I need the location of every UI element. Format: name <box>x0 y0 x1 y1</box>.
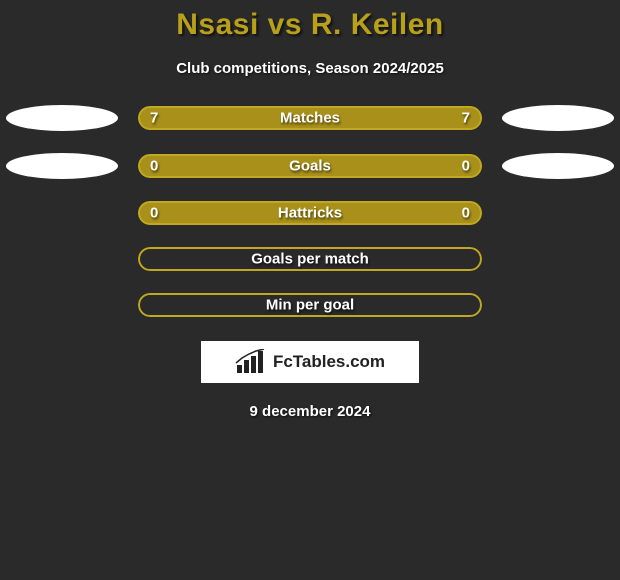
player-marker-left <box>6 105 118 131</box>
stat-bar: Goals per match <box>138 247 482 271</box>
comparison-widget: Nsasi vs R. Keilen Club competitions, Se… <box>0 0 620 420</box>
stats-area: 7 7 Matches 0 0 Goals 0 0 Hattricks Goals per mat… <box>0 105 620 317</box>
stat-value-right: 0 <box>462 158 470 175</box>
stat-bar: 7 7 Matches <box>138 106 482 130</box>
chart-icon <box>235 349 267 375</box>
stat-label: Goals per match <box>251 251 369 268</box>
stat-value-right: 7 <box>462 110 470 127</box>
stat-row: 7 7 Matches <box>0 105 620 131</box>
stat-value-right: 0 <box>462 205 470 222</box>
stat-label: Matches <box>280 110 340 127</box>
stat-bar: 0 0 Goals <box>138 154 482 178</box>
branding-text: FcTables.com <box>273 352 385 372</box>
stat-value-left: 0 <box>150 158 158 175</box>
stat-bar: Min per goal <box>138 293 482 317</box>
stat-row: Goals per match <box>0 247 620 271</box>
subtitle: Club competitions, Season 2024/2025 <box>0 60 620 77</box>
player-marker-right <box>502 105 614 131</box>
stat-label: Goals <box>289 158 331 175</box>
player-marker-right <box>502 153 614 179</box>
branding-box: FcTables.com <box>201 341 419 383</box>
stat-row: Min per goal <box>0 293 620 317</box>
stat-label: Hattricks <box>278 205 342 222</box>
stat-bar: 0 0 Hattricks <box>138 201 482 225</box>
stat-value-left: 7 <box>150 110 158 127</box>
stat-row: 0 0 Goals <box>0 153 620 179</box>
stat-value-left: 0 <box>150 205 158 222</box>
player-marker-left <box>6 153 118 179</box>
stat-row: 0 0 Hattricks <box>0 201 620 225</box>
bar-fill-left <box>138 154 310 178</box>
stat-label: Min per goal <box>266 297 354 314</box>
date-text: 9 december 2024 <box>0 403 620 420</box>
bar-fill-right <box>310 154 482 178</box>
page-title: Nsasi vs R. Keilen <box>0 8 620 42</box>
